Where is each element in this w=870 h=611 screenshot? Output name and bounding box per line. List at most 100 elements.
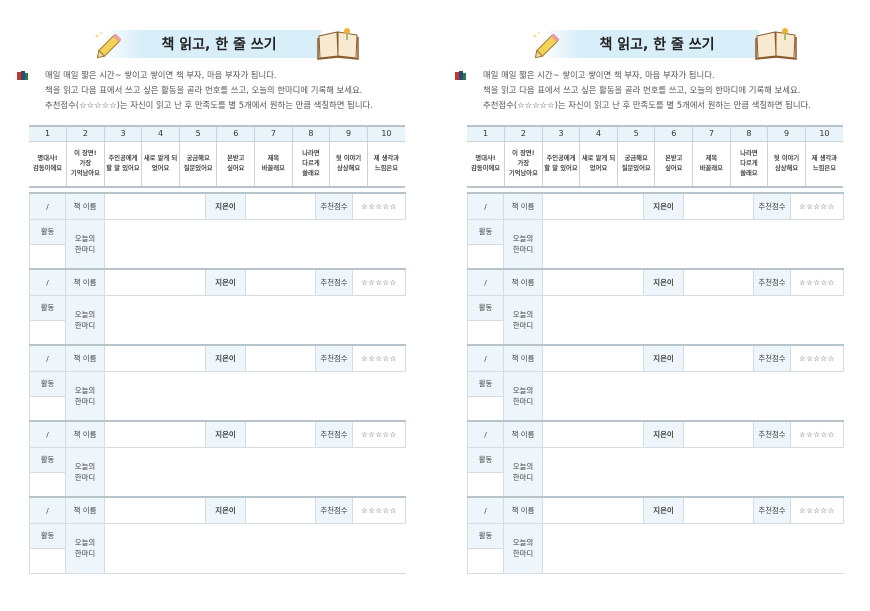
activity-number-input[interactable] [467,395,504,422]
activity-number: 8 [291,126,330,142]
book-title-input[interactable] [104,192,206,220]
author-input[interactable] [245,268,316,296]
open-book-icon [317,28,359,60]
comment-input[interactable] [104,218,406,270]
book-title-label: 책 이름 [65,268,105,296]
reading-entry: / 책 이름 지은이 추천점수 ☆☆☆☆☆ 활동 오늘의 한마디 [467,268,844,346]
rating-stars[interactable]: ☆☆☆☆☆ [790,268,844,296]
activity-number: 4 [141,126,180,142]
activity-label: 이 장면! 가장 기억남아요 [66,141,105,187]
comment-input[interactable] [104,294,406,346]
book-title-label: 책 이름 [65,192,105,220]
activity-number-input[interactable] [29,243,66,270]
activity-number: 3 [541,126,580,142]
book-title-input[interactable] [104,496,206,524]
book-title-label: 책 이름 [65,344,105,372]
date-field[interactable]: / [29,420,66,448]
date-field[interactable]: / [467,192,504,220]
activity-label: 활동 [467,522,504,549]
book-title-input[interactable] [104,344,206,372]
comment-input[interactable] [542,294,844,346]
comment-label: 오늘의 한마디 [65,218,105,270]
book-title-input[interactable] [542,420,644,448]
date-field[interactable]: / [29,268,66,296]
book-title-input[interactable] [542,496,644,524]
worksheet-page: 책 읽고, 한 줄 쓰기 매일 매일 짧은 시간~ 쌓이고 쌓이면 책 부자, … [17,0,406,611]
activity-number: 9 [767,126,806,142]
activity-number: 3 [103,126,142,142]
instruction-line: 책을 읽고 다음 표에서 쓰고 싶은 활동을 골라 번호를 쓰고, 오늘의 한마… [483,85,801,95]
author-input[interactable] [245,496,316,524]
date-field[interactable]: / [29,344,66,372]
book-title-label: 책 이름 [65,496,105,524]
activity-number-input[interactable] [29,471,66,498]
instruction-line: 추천점수(☆☆☆☆☆)는 자신이 읽고 난 후 만족도를 별 5개에서 원하는 … [483,100,811,110]
rating-stars[interactable]: ☆☆☆☆☆ [790,420,844,448]
date-field[interactable]: / [467,268,504,296]
book-title-input[interactable] [104,420,206,448]
rating-stars[interactable]: ☆☆☆☆☆ [790,344,844,372]
page-title: 책 읽고, 한 줄 쓰기 [599,37,715,53]
activity-label: 제 생각과 느낌은요 [804,141,843,187]
activity-number-input[interactable] [29,395,66,422]
comment-input[interactable] [104,522,406,574]
activity-number-input[interactable] [467,319,504,346]
activity-number-input[interactable] [467,547,504,574]
activity-number-input[interactable] [29,319,66,346]
book-title-input[interactable] [542,344,644,372]
rating-label: 추천점수 [315,344,353,372]
comment-input[interactable] [104,446,406,498]
activity-number: 9 [329,126,368,142]
book-title-input[interactable] [542,192,644,220]
open-book-icon [755,28,797,60]
activity-label: 활동 [467,218,504,245]
book-title-input[interactable] [542,268,644,296]
rating-label: 추천점수 [315,420,353,448]
author-input[interactable] [683,344,754,372]
comment-input[interactable] [542,370,844,422]
rating-stars[interactable]: ☆☆☆☆☆ [352,192,406,220]
comment-input[interactable] [542,218,844,270]
activity-number-input[interactable] [467,471,504,498]
rating-stars[interactable]: ☆☆☆☆☆ [352,496,406,524]
reading-entry: / 책 이름 지은이 추천점수 ☆☆☆☆☆ 활동 오늘의 한마디 [467,496,844,574]
activity-number: 10 [366,126,405,142]
activity-table: 1 2 3 4 5 6 7 8 9 10 명대사! 감동이에요 이 장면! 가장 기억남아요 주인공에게… [29,125,405,188]
activity-label: 뒷 이야기 상상해요 [329,141,368,187]
rating-stars[interactable]: ☆☆☆☆☆ [790,496,844,524]
comment-input[interactable] [542,446,844,498]
title-banner [539,30,759,58]
book-title-label: 책 이름 [503,420,543,448]
author-input[interactable] [245,192,316,220]
author-input[interactable] [683,496,754,524]
date-field[interactable]: / [467,420,504,448]
comment-input[interactable] [542,522,844,574]
rating-stars[interactable]: ☆☆☆☆☆ [352,420,406,448]
date-field[interactable]: / [467,496,504,524]
activity-label: 활동 [29,522,66,549]
reading-entry: / 책 이름 지은이 추천점수 ☆☆☆☆☆ 활동 오늘의 한마디 [29,192,406,270]
rating-stars[interactable]: ☆☆☆☆☆ [790,192,844,220]
date-field[interactable]: / [29,496,66,524]
activity-label: 본받고 싶어요 [216,141,255,187]
comment-input[interactable] [104,370,406,422]
rating-label: 추천점수 [315,192,353,220]
activity-number-input[interactable] [467,243,504,270]
book-title-input[interactable] [104,268,206,296]
date-field[interactable]: / [29,192,66,220]
activity-label: 활동 [467,294,504,321]
author-input[interactable] [683,192,754,220]
comment-label: 오늘의 한마디 [65,370,105,422]
rating-label: 추천점수 [753,420,791,448]
author-input[interactable] [245,420,316,448]
author-input[interactable] [683,268,754,296]
rating-stars[interactable]: ☆☆☆☆☆ [352,268,406,296]
rating-stars[interactable]: ☆☆☆☆☆ [352,344,406,372]
title-banner [101,30,321,58]
author-label: 지은이 [205,192,246,220]
pencil-icon [533,32,560,59]
date-field[interactable]: / [467,344,504,372]
activity-number-input[interactable] [29,547,66,574]
author-input[interactable] [683,420,754,448]
author-input[interactable] [245,344,316,372]
